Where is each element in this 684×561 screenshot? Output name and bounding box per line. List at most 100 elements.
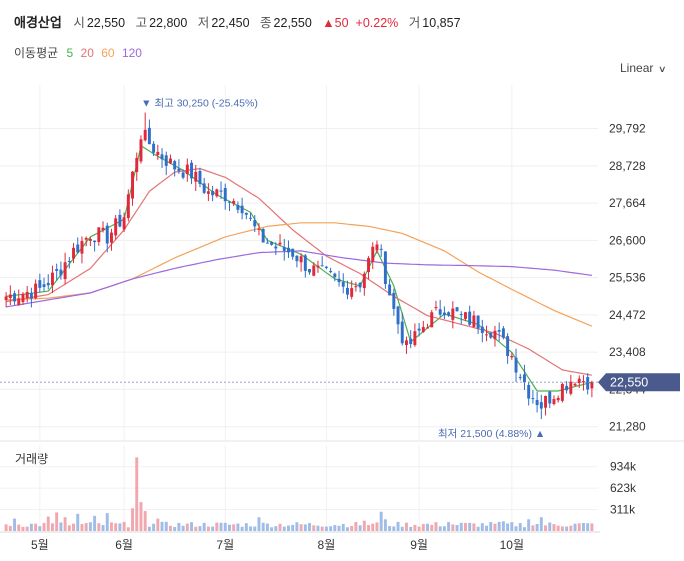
x-tick-label: 5월 [31,538,49,552]
volume-bar [131,508,135,531]
candle-body [581,381,585,383]
moving-average-legend: 이동평균 5 20 60 120 [14,44,146,61]
high-label: 고 [135,16,148,30]
volume-bar [139,502,143,531]
volume-bar [371,523,375,531]
candle-body [409,338,413,345]
volume-bar [286,525,290,531]
candle-body [105,225,109,244]
volume-bar [249,526,253,531]
volume-bar [59,522,63,531]
volume-bar [13,518,17,531]
volume-bar [396,521,400,531]
candle-body [257,228,261,230]
volume-bar [493,523,497,531]
ma-5-line [6,144,593,392]
volume-bar [21,526,25,531]
candle-body [93,240,97,243]
candle-body [544,395,548,408]
candle-body [552,399,556,404]
volume-bar [88,522,92,531]
candle-body [522,374,526,383]
volume-bar [97,523,101,531]
volume-bar [46,516,50,531]
candle-body [244,212,248,215]
volume-tick-label: 623k [610,481,637,495]
volume-bar [177,522,181,531]
volume-bar [156,518,160,531]
candle-body [548,391,552,404]
volume-bar [560,526,564,531]
candle-body [527,384,531,399]
volume-bar [329,526,333,531]
candle-body [472,315,476,327]
candle-body [223,187,227,202]
candle-body [358,282,362,288]
candle-body [485,334,489,336]
candle-body [535,399,539,406]
candle-body [468,311,472,325]
volume-bar [358,525,362,531]
volume-bar [265,523,269,531]
volume-bar [38,526,42,531]
volume-bar [168,525,172,531]
volume-bar [463,523,467,531]
candle-body [556,397,560,401]
volume-bar [181,525,185,531]
candle-body [211,191,215,196]
x-tick-label: 8월 [318,538,336,552]
candle-body [13,293,17,302]
candle-body [476,315,480,329]
volume-bar [434,522,438,531]
y-tick-label: 26,600 [609,233,646,247]
ma-120-label[interactable]: 120 [121,46,142,60]
candle-body [168,158,172,164]
ma-20-label[interactable]: 20 [80,46,94,60]
candle-body [438,309,442,315]
candle-body [573,383,577,386]
candle-body [383,251,387,285]
volume-bar [308,523,312,531]
volume-bar [333,525,337,531]
ma-60-label[interactable]: 60 [101,46,115,60]
y-tick-label: 24,472 [609,308,646,322]
volume-bar [438,526,442,531]
volume-bar [590,523,594,531]
volume-bar [354,522,358,531]
volume-bar [383,519,387,531]
volume-bar [426,523,430,531]
x-tick-label: 7월 [216,538,234,552]
ma-20-line [6,167,592,376]
volume-bar [324,526,328,531]
volume-bar [25,526,29,531]
volume-bar [413,524,417,531]
volume-bar [17,524,21,531]
volume-bar [565,526,569,531]
volume-bar [514,526,518,531]
volume-bar [299,524,303,531]
volume-bar [375,522,379,531]
volume-bar [312,525,316,531]
candle-body [367,258,371,273]
volume-tick-label: 311k [610,503,636,517]
candle-body [21,293,25,303]
candle-body [42,284,46,288]
volume-bar [105,513,109,531]
scale-selector[interactable]: Linear ∨ [620,61,667,75]
volume-bar [569,525,573,531]
ma-5-label[interactable]: 5 [66,46,74,60]
volume-bar [67,525,71,531]
candle-body [413,331,417,346]
candle-body [185,164,189,174]
high-annotation: ▼ 최고 30,250 (-25.45%) [141,98,258,110]
volume-bar [173,526,177,531]
candle-body [143,129,147,141]
candle-body [173,161,177,170]
candle-body [67,260,71,262]
candle-body [29,292,33,299]
candle-body [299,256,303,263]
candle-body [518,376,522,378]
volume-bar [152,523,156,531]
candle-body [34,283,38,299]
